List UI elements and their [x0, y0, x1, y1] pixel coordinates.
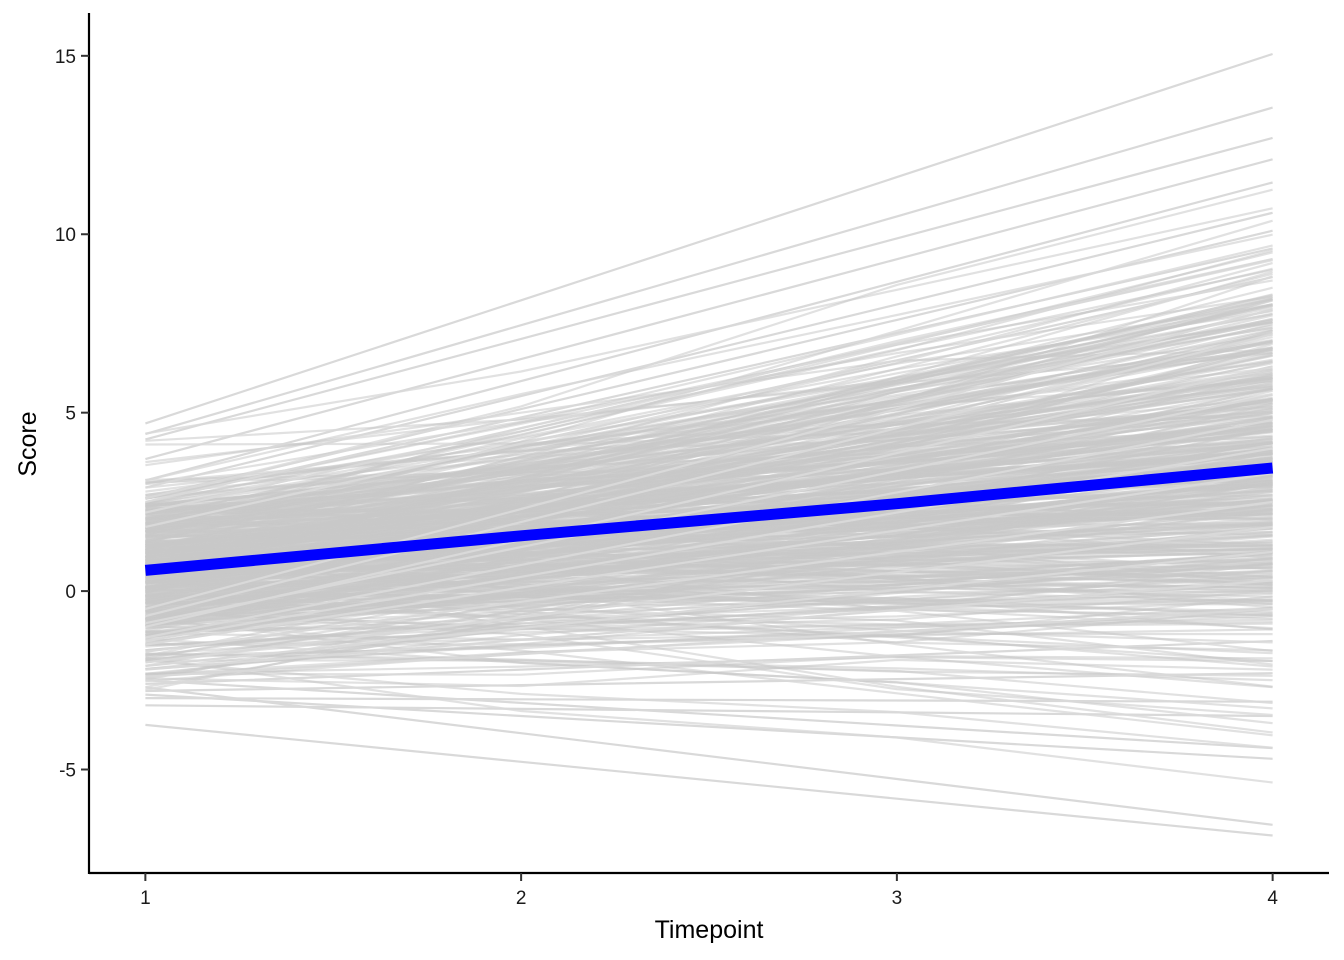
x-axis-ticks: 1 2 3 4: [140, 873, 1278, 909]
trajectory-line: [145, 407, 1273, 571]
trajectory-line: [145, 181, 1273, 482]
trajectory-line: [145, 525, 1273, 664]
trajectory-line: [145, 607, 1273, 678]
mean-trend-layer: [144, 462, 1274, 576]
trajectory-line: [145, 247, 1273, 503]
trajectory-line: [145, 380, 1273, 525]
trajectory-line: [145, 472, 1273, 646]
trajectory-line: [145, 607, 1273, 676]
trajectory-line: [145, 672, 1273, 693]
trajectory-line: [145, 657, 1273, 784]
trajectory-line: [145, 365, 1273, 628]
trajectory-line: [145, 500, 1273, 653]
trajectory-line: [145, 567, 1273, 666]
trajectory-line: [145, 211, 1273, 489]
y-tick-label: 5: [65, 404, 76, 425]
trajectory-line: [145, 251, 1273, 500]
trajectory-line: [145, 449, 1273, 543]
trajectory-line: [145, 398, 1273, 506]
x-tick-label: 1: [140, 888, 151, 909]
x-axis-title: Timepoint: [655, 916, 764, 944]
trajectory-line: [145, 276, 1273, 528]
trajectory-line: [145, 602, 1273, 644]
trajectory-line: [145, 393, 1273, 625]
trajectory-line: [145, 421, 1273, 559]
x-tick-label: 2: [516, 888, 527, 909]
trajectory-line: [145, 621, 1273, 647]
trajectory-line: [145, 639, 1273, 685]
trajectory-line: [145, 258, 1273, 514]
trajectory-line: [145, 106, 1273, 436]
trajectory-line: [145, 279, 1273, 504]
trajectory-line: [145, 158, 1273, 461]
y-tick-label: -5: [59, 761, 76, 782]
trajectory-line: [145, 569, 1273, 671]
x-tick-label: 3: [892, 888, 903, 909]
trajectory-line: [145, 501, 1273, 520]
mean-trend-line: [144, 462, 1274, 576]
trajectory-line: [145, 550, 1273, 668]
trajectory-line: [145, 136, 1273, 441]
y-tick-label: 0: [65, 582, 76, 603]
trajectory-line: [145, 508, 1273, 637]
trajectory-line: [145, 723, 1273, 837]
trajectory-line: [145, 333, 1273, 618]
trajectory-line: [145, 704, 1273, 718]
trajectory-line: [145, 229, 1273, 500]
trajectory-line: [145, 693, 1273, 760]
trajectory-line: [145, 503, 1273, 681]
y-tick-label: 10: [55, 225, 76, 246]
trajectory-line: [145, 310, 1273, 519]
trajectory-line: [145, 595, 1273, 613]
trajectory-line: [145, 418, 1273, 639]
trajectory-line: [145, 686, 1273, 826]
trajectory-line: [145, 304, 1273, 531]
x-tick-label: 4: [1267, 888, 1278, 909]
individual-trajectory-lines: [145, 52, 1273, 837]
trajectory-line: [145, 579, 1273, 671]
trajectory-line: [145, 52, 1273, 425]
y-axis-title: Score: [14, 411, 42, 476]
trajectory-line: [145, 696, 1273, 703]
trajectory-line: [145, 441, 1273, 548]
trajectory-line: [145, 328, 1273, 581]
trajectory-line: [145, 652, 1273, 677]
trajectory-line: [145, 679, 1273, 750]
y-axis-ticks: -5 0 5 10 15: [55, 47, 89, 782]
y-tick-label: 15: [55, 47, 76, 68]
trajectory-line: [145, 308, 1273, 610]
trajectory-line: [145, 482, 1273, 628]
trajectory-line: [145, 568, 1273, 604]
trajectory-line: [145, 550, 1273, 662]
